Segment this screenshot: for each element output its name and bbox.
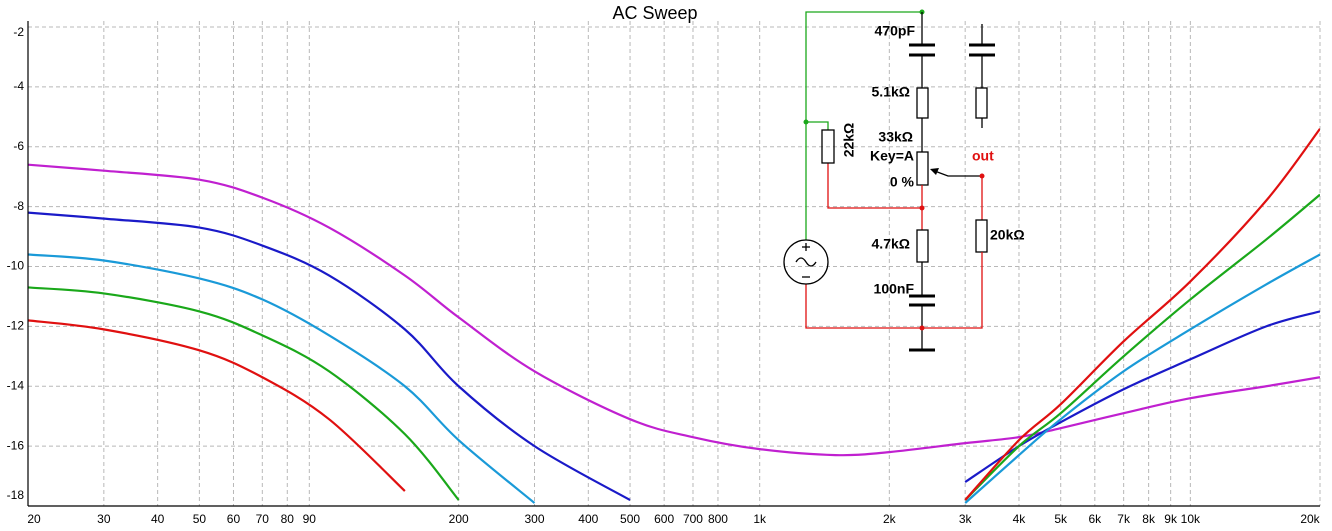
wire <box>805 252 983 329</box>
x-tick-label: 6k <box>1088 512 1102 526</box>
x-tick-label: 200 <box>449 512 469 526</box>
series-line <box>28 163 1320 457</box>
component-label: 33kΩ <box>878 129 913 145</box>
component-label: 470pF <box>875 23 916 39</box>
chart-title: AC Sweep <box>612 3 697 23</box>
component-label: 5.1kΩ <box>872 84 910 100</box>
x-tick-label: 8k <box>1142 512 1156 526</box>
x-tick-label: 700 <box>683 512 703 526</box>
resistor <box>975 87 988 119</box>
series-line <box>28 128 1320 501</box>
wire <box>805 11 922 240</box>
x-tick-label: 20 <box>27 512 41 526</box>
component-label: 100nF <box>874 281 915 297</box>
x-tick-label: 50 <box>193 512 207 526</box>
y-tick-label: -2 <box>13 25 24 39</box>
y-tick-label: -4 <box>13 79 24 93</box>
x-tick-label: 5k <box>1054 512 1068 526</box>
wiper <box>931 169 982 177</box>
wire <box>806 121 829 130</box>
x-tick-label: 7k <box>1117 512 1131 526</box>
potentiometer <box>916 151 929 186</box>
wiper-arrow <box>930 168 939 175</box>
x-tick-label: 1k <box>753 512 767 526</box>
x-tick-label: 600 <box>654 512 674 526</box>
x-tick-label: 10k <box>1181 512 1201 526</box>
source-symbol <box>795 257 817 267</box>
series-line <box>28 211 1320 501</box>
y-tick-label: -12 <box>7 319 25 333</box>
component-label: 20kΩ <box>990 227 1025 243</box>
node <box>803 119 809 125</box>
x-tick-label: 30 <box>97 512 111 526</box>
node <box>979 173 985 179</box>
output-label: out <box>972 148 994 164</box>
resistor <box>975 219 988 253</box>
y-tick-label: -16 <box>7 438 25 452</box>
x-tick-label: 40 <box>151 512 165 526</box>
circuit: 470pF 5.1kΩ 33kΩ Key=A 0 % 22kΩ out 4.7k… <box>783 9 1025 352</box>
resistor <box>821 129 835 164</box>
x-tick-label: 70 <box>256 512 270 526</box>
grid <box>27 21 1321 507</box>
component-label: 22kΩ <box>841 123 857 158</box>
x-tick-label: 9k <box>1164 512 1178 526</box>
resistor <box>916 229 929 263</box>
y-tick-label: -10 <box>7 259 25 273</box>
y-tick-label: -18 <box>7 488 25 502</box>
wire <box>827 163 922 209</box>
y-tick-label: -6 <box>13 139 24 153</box>
component-label: Key=A <box>870 148 914 164</box>
x-tick-label: 90 <box>303 512 317 526</box>
x-tick-label: 80 <box>281 512 295 526</box>
x-tick-label: 800 <box>708 512 728 526</box>
y-tick-label: -14 <box>7 378 25 392</box>
x-tick-label: 500 <box>620 512 640 526</box>
node <box>919 325 925 331</box>
x-tick-label: 3k <box>959 512 973 526</box>
x-tick-label: 4k <box>1013 512 1027 526</box>
x-tick-label: 60 <box>227 512 241 526</box>
series-line <box>28 193 1320 501</box>
resistor <box>916 87 929 119</box>
curves <box>28 128 1320 504</box>
series-line <box>28 253 1320 504</box>
x-tick-label: 300 <box>524 512 544 526</box>
y-tick-label: -8 <box>13 199 24 213</box>
x-tick-label: 20k <box>1300 512 1320 526</box>
x-tick-label: 2k <box>883 512 897 526</box>
node <box>919 205 925 211</box>
component-label: 0 % <box>890 174 915 190</box>
component-label: 4.7kΩ <box>872 236 910 252</box>
voltage-source <box>783 239 829 285</box>
x-tick-label: 400 <box>578 512 598 526</box>
